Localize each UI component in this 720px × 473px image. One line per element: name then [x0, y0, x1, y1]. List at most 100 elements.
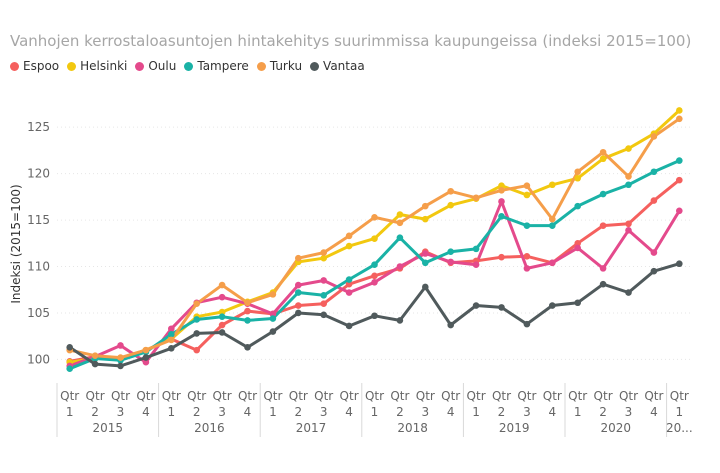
data-point-turku [599, 148, 607, 156]
data-point-helsinki [498, 182, 505, 189]
data-point-turku [676, 115, 683, 123]
x-tick-qtr-label: Qtr [416, 389, 435, 403]
data-point-espoo [193, 346, 200, 354]
x-tick-qtr-label: Qtr [390, 389, 409, 403]
data-point-oulu [650, 249, 658, 256]
data-point-oulu [320, 277, 328, 284]
x-year-label: 20... [666, 421, 693, 435]
data-point-oulu [371, 279, 378, 286]
data-point-turku [650, 133, 658, 140]
legend-item-tampere[interactable]: Tampere [184, 59, 249, 73]
data-point-oulu [422, 250, 429, 257]
data-point-helsinki [320, 254, 328, 262]
data-point-tampere [371, 261, 378, 268]
series-line-espoo [68, 178, 681, 363]
data-point-tampere [549, 222, 556, 229]
x-tick-label: 4 [650, 405, 658, 419]
data-point-vantaa [599, 280, 607, 288]
chart-legend: Espoo Helsinki Oulu Tampere Turku Vantaa [10, 59, 365, 73]
data-point-tampere [244, 317, 251, 324]
data-point-espoo [625, 220, 632, 228]
x-tick-qtr-label: Qtr [340, 389, 359, 403]
legend-marker [10, 61, 19, 71]
data-point-helsinki [574, 174, 581, 182]
legend-item-vantaa[interactable]: Vantaa [310, 59, 365, 73]
data-point-vantaa [523, 320, 531, 328]
data-point-turku [498, 187, 505, 194]
y-tick-label: 120 [27, 167, 50, 181]
data-point-tampere [422, 259, 429, 267]
data-point-espoo [498, 253, 505, 261]
x-tick-qtr-label: Qtr [86, 389, 105, 403]
x-tick-label: 3 [523, 405, 531, 419]
data-point-oulu [472, 261, 480, 268]
data-point-tampere [676, 157, 683, 164]
x-tick-label: 2 [91, 405, 99, 419]
x-tick-qtr-label: Qtr [162, 389, 181, 403]
data-point-vantaa [447, 321, 455, 329]
data-point-oulu [269, 310, 277, 318]
x-year-label: 2019 [499, 421, 530, 435]
legend-label: Turku [269, 59, 303, 73]
data-point-turku [142, 346, 150, 354]
x-tick-qtr-label: Qtr [517, 389, 536, 403]
x-tick-label: 2 [193, 405, 201, 419]
data-point-vantaa [168, 344, 175, 352]
data-point-turku [396, 219, 404, 227]
x-tick-label: 3 [117, 405, 125, 419]
data-point-oulu [549, 259, 556, 267]
x-tick-qtr-label: Qtr [60, 389, 79, 403]
data-point-oulu [625, 226, 632, 234]
x-tick-qtr-label: Qtr [670, 389, 689, 403]
x-tick-label: 3 [320, 405, 328, 419]
x-tick-label: 2 [498, 405, 506, 419]
legend-marker [256, 61, 266, 71]
x-tick-qtr-label: Qtr [365, 389, 384, 403]
legend-item-turku[interactable]: Turku [256, 59, 303, 73]
data-point-espoo [371, 272, 378, 280]
x-tick-label: 1 [269, 405, 277, 419]
x-year-label: 2020 [601, 421, 632, 435]
x-tick-label: 1 [472, 405, 480, 419]
legend-item-helsinki[interactable]: Helsinki [67, 59, 127, 73]
data-point-tampere [498, 213, 505, 220]
data-point-vantaa [676, 260, 683, 268]
data-point-turku [625, 173, 632, 180]
data-point-tampere [66, 365, 73, 373]
x-tick-qtr-label: Qtr [263, 389, 282, 403]
data-point-espoo [295, 302, 302, 309]
x-tick-label: 1 [675, 405, 683, 419]
data-point-vantaa [574, 299, 581, 307]
data-point-helsinki [422, 215, 429, 223]
data-point-turku [523, 182, 531, 189]
data-point-oulu [168, 325, 175, 333]
data-point-oulu [599, 265, 607, 272]
legend-item-oulu[interactable]: Oulu [135, 59, 176, 73]
data-point-vantaa [396, 317, 404, 324]
data-point-helsinki [371, 235, 378, 242]
x-tick-qtr-label: Qtr [238, 389, 257, 403]
data-point-turku [549, 215, 556, 223]
legend-item-espoo[interactable]: Espoo [10, 59, 59, 73]
x-tick-label: 3 [421, 405, 429, 419]
data-point-tampere [523, 222, 531, 229]
data-point-tampere [574, 202, 581, 210]
data-point-vantaa [422, 283, 429, 291]
x-tick-qtr-label: Qtr [314, 389, 333, 403]
x-tick-label: 4 [447, 405, 455, 419]
data-point-oulu [345, 289, 353, 296]
data-point-turku [472, 194, 480, 202]
data-point-helsinki [599, 155, 607, 163]
data-point-vantaa [244, 344, 251, 351]
data-point-vantaa [142, 354, 150, 361]
y-tick-label: 115 [27, 213, 50, 227]
x-tick-label: 1 [371, 405, 379, 419]
x-year-label: 2016 [194, 421, 225, 435]
data-point-turku [244, 299, 251, 307]
data-point-oulu [142, 358, 150, 366]
legend-label: Helsinki [80, 59, 128, 73]
data-point-espoo [650, 197, 658, 204]
legend-label: Vantaa [323, 59, 365, 73]
x-tick-label: 4 [345, 405, 353, 419]
